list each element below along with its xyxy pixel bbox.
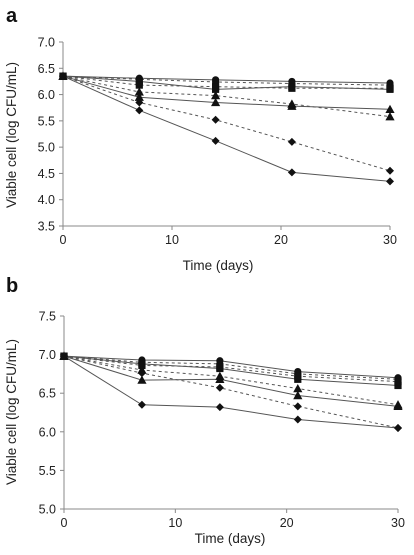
y-tick-label: 6.0 (39, 425, 56, 439)
data-point-square (294, 372, 302, 380)
x-tick-label: 20 (274, 233, 288, 247)
data-point-triangle (293, 390, 303, 400)
panel-a-y-axis-label: Viable cell (log CFU/mL) (4, 62, 19, 208)
y-tick-label: 5.0 (39, 503, 56, 517)
data-point-diamond (211, 115, 220, 124)
data-point-triangle (134, 92, 144, 101)
y-tick-label: 6.0 (38, 88, 55, 102)
panel-b-plot-area: 5.0 5.5 6.0 6.5 7.0 7.5 0 10 20 30 (39, 310, 405, 531)
panel-a-letter: a (6, 5, 18, 27)
y-tick-label: 5.5 (39, 464, 56, 478)
data-point-triangle (287, 99, 297, 108)
series-line-circle-solid (63, 355, 399, 379)
data-point-square (394, 381, 402, 390)
y-tick-label: 5.5 (38, 114, 55, 128)
data-point-diamond (215, 403, 224, 412)
data-point-diamond (293, 402, 302, 411)
y-tick-label: 4.0 (38, 193, 55, 207)
x-tick-label: 10 (168, 516, 182, 530)
data-point-square (135, 77, 143, 86)
x-tick-label: 10 (165, 233, 179, 247)
data-point-diamond (287, 168, 296, 177)
series-line-triangle-dashed (63, 355, 399, 406)
data-point-triangle (134, 87, 144, 96)
data-point-diamond (135, 106, 144, 115)
data-point-diamond (137, 400, 146, 409)
data-point-square (288, 84, 296, 92)
series-line-diamond-solid (62, 75, 391, 182)
panel-b-y-axis-label: Viable cell (log CFU/mL) (4, 339, 19, 485)
data-point-diamond (59, 72, 67, 81)
data-point-triangle (215, 371, 225, 380)
data-point-diamond (215, 383, 224, 392)
y-tick-label: 6.5 (39, 387, 56, 401)
data-point-diamond (386, 166, 394, 175)
panel-b-x-axis-label: Time (days) (195, 531, 266, 546)
data-point-triangle (385, 104, 395, 113)
data-point-diamond (386, 177, 394, 186)
x-tick-label: 0 (60, 233, 67, 247)
data-point-square (216, 363, 224, 371)
data-point-triangle (293, 383, 303, 393)
data-point-square (394, 378, 402, 386)
data-point-diamond (293, 415, 302, 424)
panel-b-letter: b (6, 275, 18, 297)
data-point-diamond (287, 137, 296, 146)
series-line-diamond-dashed (62, 75, 391, 172)
x-tick-label: 30 (391, 516, 405, 530)
data-point-triangle (385, 112, 395, 121)
x-tick-label: 20 (280, 516, 294, 530)
panel-b: b Time (days) Viable cell (log CFU/mL) 5… (4, 275, 405, 546)
series-line-circle-dashed (63, 355, 399, 380)
y-tick-label: 7.0 (38, 36, 55, 50)
y-tick-label: 7.0 (39, 348, 56, 362)
data-point-triangle (393, 400, 403, 409)
y-tick-label: 5.0 (38, 141, 55, 155)
data-point-diamond (137, 369, 146, 378)
data-point-square (212, 83, 220, 91)
data-point-square (138, 361, 146, 370)
series-line-diamond-dashed (63, 355, 399, 429)
panel-a-x-axis-label: Time (days) (183, 258, 254, 273)
data-point-diamond (60, 352, 68, 361)
series-line-triangle-solid (63, 355, 399, 407)
y-tick-label: 6.5 (38, 62, 55, 76)
data-point-square (386, 84, 394, 92)
series-line-triangle-solid (62, 75, 391, 110)
data-point-triangle (137, 375, 147, 384)
panel-a: a Time (days) Viable cell (log CFU/mL) 3… (4, 5, 397, 273)
data-point-diamond (394, 423, 402, 432)
data-point-diamond (211, 136, 220, 145)
data-point-square (135, 81, 143, 89)
data-point-triangle (211, 97, 221, 107)
y-tick-label: 4.5 (38, 167, 55, 181)
y-tick-label: 3.5 (38, 220, 55, 234)
data-point-triangle (211, 91, 221, 100)
data-point-diamond (135, 98, 144, 107)
y-tick-label: 7.5 (39, 310, 56, 324)
x-tick-label: 0 (61, 516, 68, 530)
panel-a-plot-area: 3.5 4.0 4.5 5.0 5.5 6.0 6.5 7.0 0 10 20 30 (38, 36, 397, 248)
x-tick-label: 30 (383, 233, 397, 247)
series-line-triangle-dashed (62, 75, 391, 118)
